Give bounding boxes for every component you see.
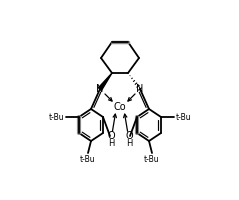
Polygon shape [98, 73, 112, 90]
Text: H: H [126, 138, 132, 148]
Text: N: N [136, 84, 144, 94]
Text: t-Bu: t-Bu [176, 112, 192, 121]
Text: N: N [96, 84, 104, 94]
Text: t-Bu: t-Bu [144, 155, 160, 164]
Text: O: O [125, 131, 133, 141]
Text: t-Bu: t-Bu [80, 155, 96, 164]
Text: H: H [108, 138, 114, 148]
Text: t-Bu: t-Bu [48, 112, 64, 121]
Text: O: O [107, 131, 115, 141]
Text: Co: Co [114, 102, 126, 112]
